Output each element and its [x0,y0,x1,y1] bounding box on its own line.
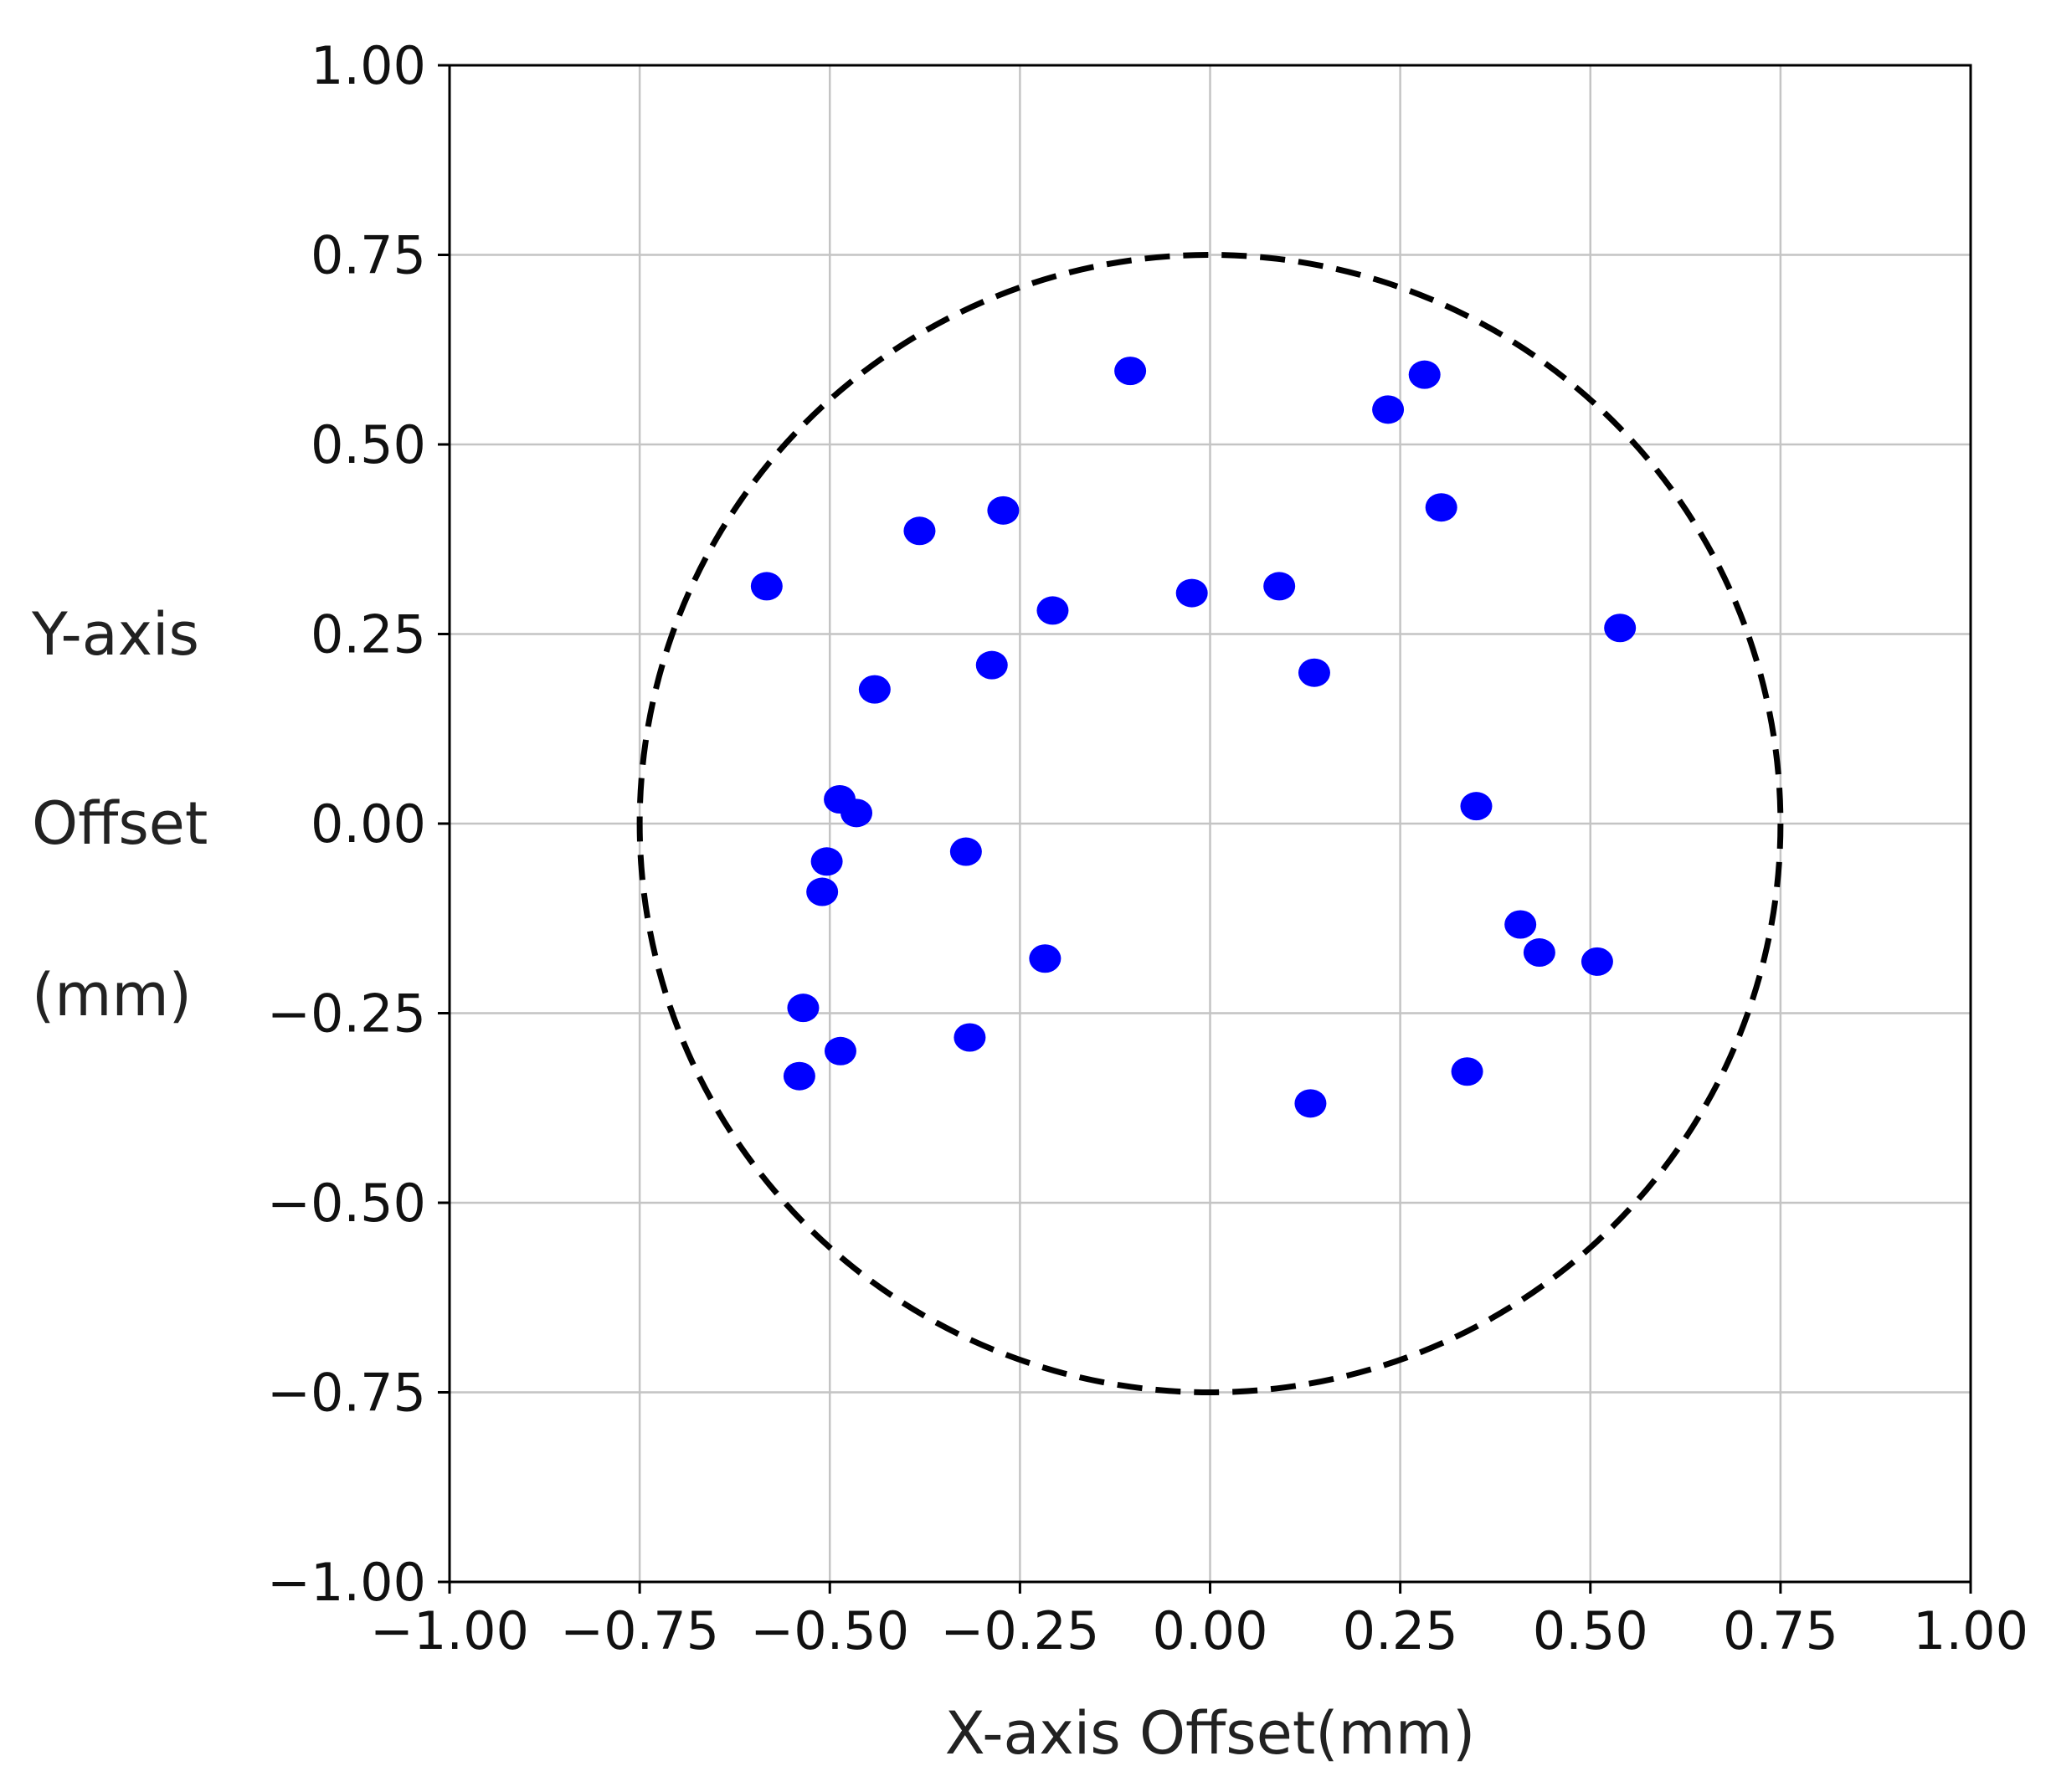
x-tick-label-0: −1.00 [370,1600,529,1661]
x-tick-label-2: −0.50 [750,1600,909,1661]
data-point-19 [949,837,982,866]
y-axis-title: Y-axis Offset (mm) [31,600,208,1030]
y-tick-labels: −1.00 −0.75 −0.50 −0.25 0.00 0.25 0.50 0.75 1.00 [267,35,426,1613]
x-tick-label-1: −0.75 [560,1600,719,1661]
y-tick-label-8: 1.00 [311,35,426,96]
data-point-7 [750,572,783,601]
data-points [750,357,1637,1118]
data-point-5 [987,495,1020,525]
tolerance-circle-layer [636,252,1784,1395]
data-point-14 [858,675,891,704]
data-point-25 [787,994,820,1023]
data-point-28 [783,1061,815,1091]
x-tick-label-8: 1.00 [1913,1600,2028,1661]
y-axis-title-line-3: (mm) [32,961,192,1030]
data-point-24 [1029,944,1061,973]
data-point-10 [1036,596,1069,625]
data-point-4 [1425,493,1457,522]
y-tick-label-2: −0.50 [267,1173,426,1234]
y-tick-label-4: 0.00 [311,793,426,855]
data-point-3 [1372,395,1405,424]
data-point-20 [806,877,839,906]
axis-ticks [438,64,1972,1594]
x-tick-labels: −1.00 −0.75 −0.50 −0.25 0.00 0.25 0.50 0.75 1.00 [370,1600,2028,1661]
x-tick-label-3: −0.25 [940,1600,1099,1661]
data-point-17 [1460,792,1493,821]
data-point-13 [1298,658,1330,687]
x-tick-label-5: 0.25 [1343,1600,1458,1661]
x-tick-label-7: 0.75 [1723,1600,1838,1661]
data-point-26 [824,1036,856,1065]
data-point-23 [1581,947,1613,976]
data-point-16 [840,798,873,828]
tolerance-circle [636,252,1784,1395]
data-point-21 [1504,910,1537,939]
y-tick-label-5: 0.25 [311,604,426,665]
data-point-11 [1604,614,1637,643]
data-point-9 [1263,572,1296,601]
data-point-18 [810,847,843,876]
data-point-8 [1175,578,1208,608]
y-axis-title-line-1: Y-axis [31,600,199,669]
y-tick-label-1: −0.75 [267,1363,426,1424]
data-point-30 [1294,1089,1327,1118]
x-tick-label-4: 0.00 [1152,1600,1267,1661]
data-point-27 [954,1023,986,1052]
data-point-29 [1451,1057,1483,1086]
x-tick-label-6: 0.50 [1533,1600,1648,1661]
x-axis-title: X-axis Offset(mm) [945,1699,1476,1768]
y-tick-label-6: 0.50 [311,414,426,475]
data-point-6 [903,516,936,546]
data-point-22 [1523,938,1555,968]
y-tick-label-3: −0.25 [267,983,426,1045]
y-tick-label-0: −1.00 [267,1552,426,1613]
y-axis-title-line-2: Offset [32,789,208,858]
data-point-1 [1114,357,1147,386]
y-tick-label-7: 0.75 [311,225,426,286]
data-point-2 [1408,360,1441,389]
data-point-12 [975,650,1008,680]
